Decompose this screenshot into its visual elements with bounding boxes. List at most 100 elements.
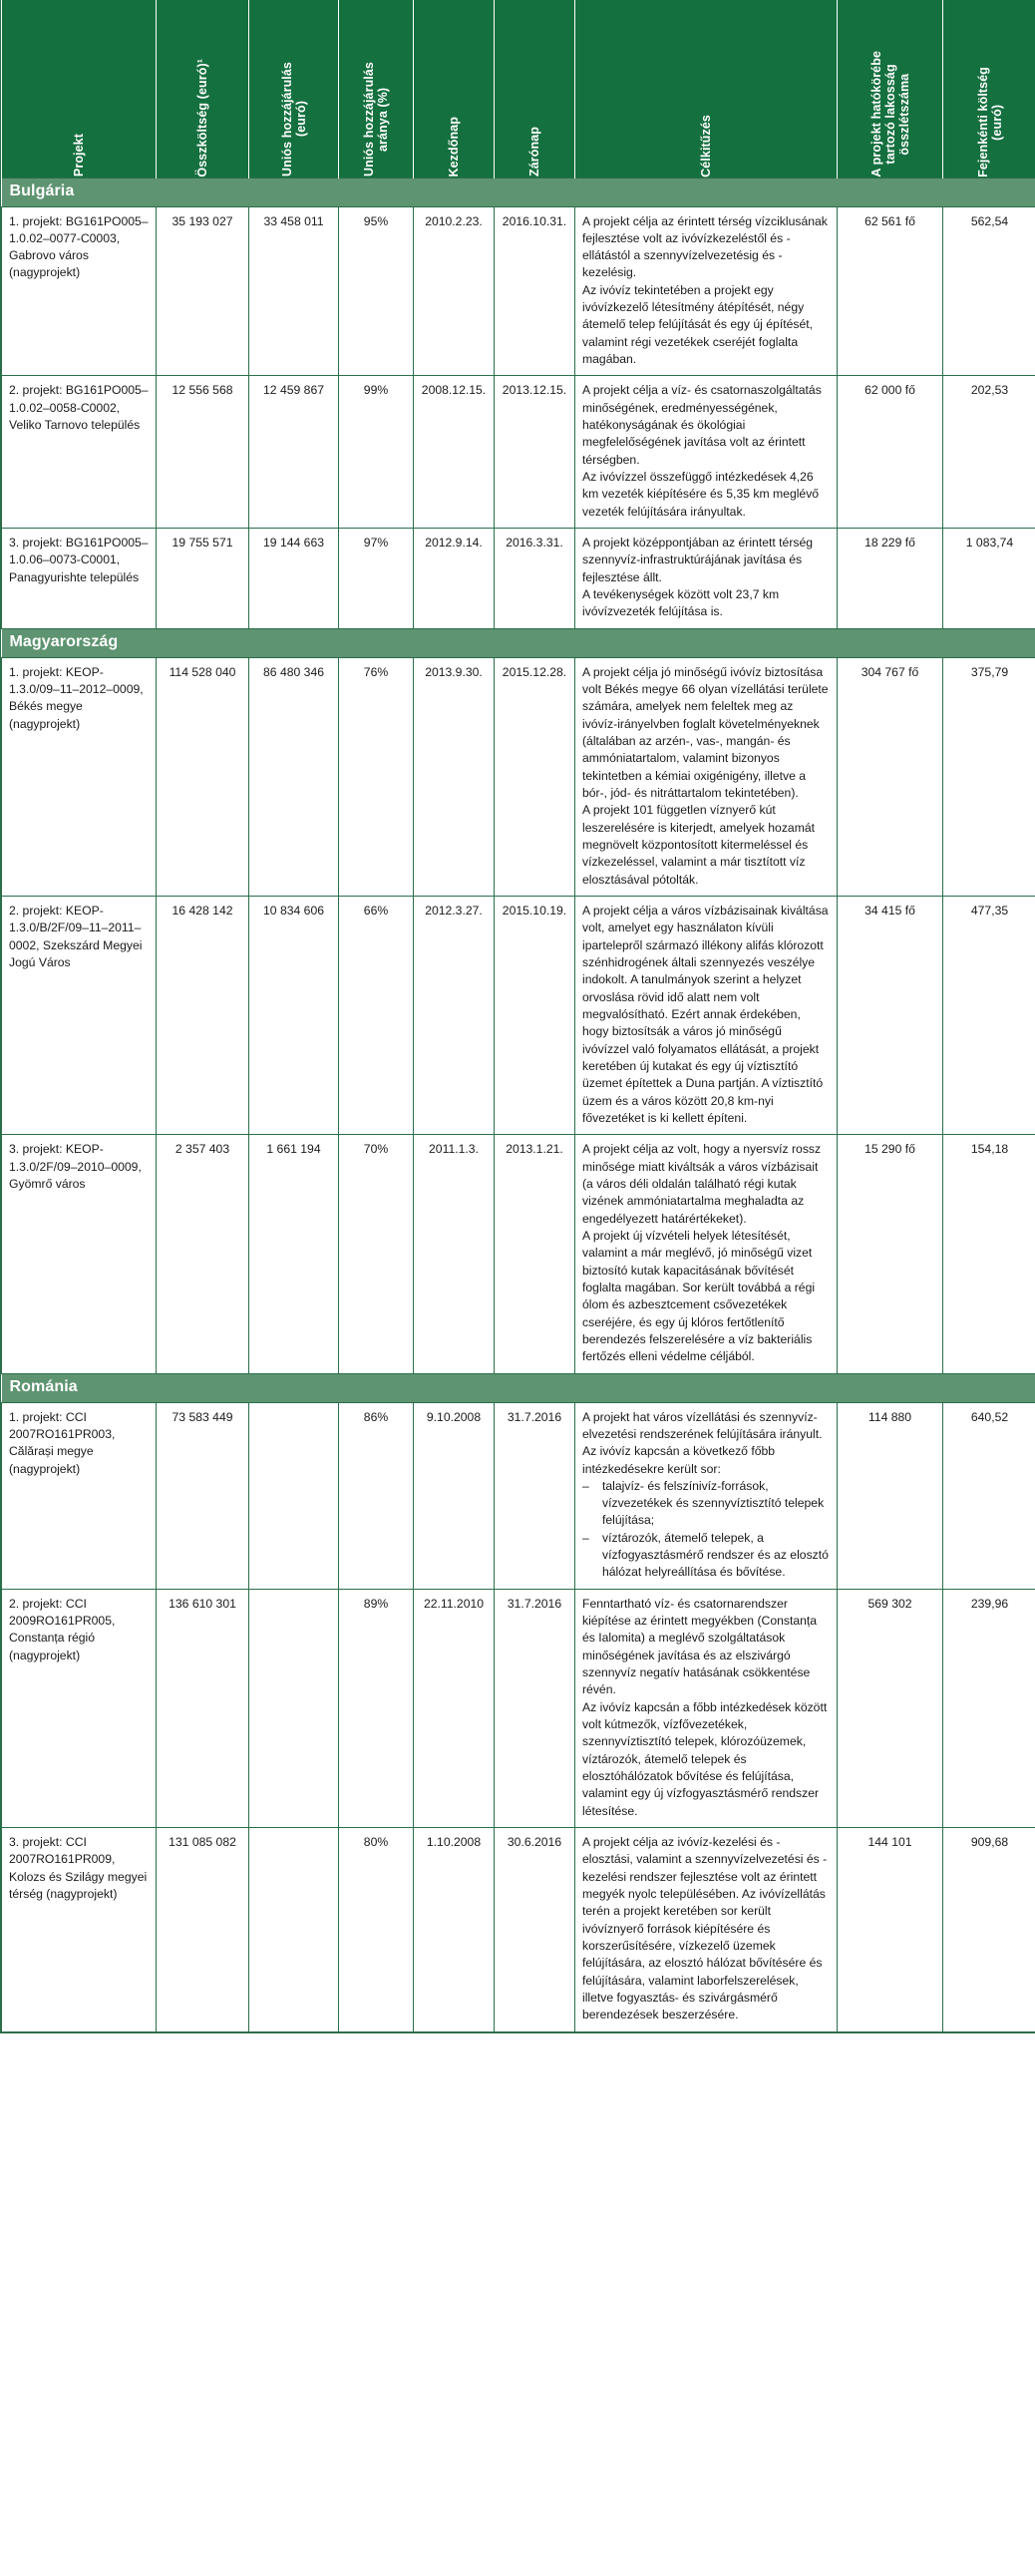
objective-text: A projekt célja a víz- és csatornaszolgá…: [582, 383, 822, 519]
list-item: – talajvíz- és felszínivíz-források, vízv…: [582, 1478, 830, 1530]
list-item-text: talajvíz- és felszínivíz-források, vízve…: [602, 1478, 825, 1528]
cell-eu_contrib: 86 480 346: [248, 656, 339, 897]
table-row: 2. projekt: BG161PO005–1.0.02–0058-C0002…: [1, 375, 1035, 530]
cell-eu_rate: 66%: [338, 895, 414, 1136]
objective-text: A projekt középpontjában az érintett tér…: [582, 536, 814, 619]
cell-eu_contrib: 19 144 663: [248, 528, 339, 629]
objective-text: A projekt célja az volt, hogy a nyersvíz…: [582, 1142, 822, 1364]
column-header-eu_contrib: Uniós hozzájárulás (euró): [248, 0, 339, 178]
cell-per_capita: 477,35: [942, 895, 1035, 1136]
cell-population: 62 000 fő: [837, 375, 943, 530]
cell-objective: A projekt középpontjában az érintett tér…: [574, 528, 838, 629]
table-header-row: Projekt Összköltség (euró)¹ Uniós hozzájár…: [1, 0, 1035, 178]
objective-text: A projekt célja az érintett térség vízci…: [582, 213, 828, 367]
column-header-label: Összköltség (euró)¹: [195, 58, 209, 178]
cell-total_cost: 2 357 403: [156, 1134, 249, 1374]
cell-per_capita: 640,52: [942, 1401, 1035, 1590]
list-item: – víztározók, átemelő telepek, a vízfogya…: [582, 1530, 830, 1582]
column-header-label: Zárónap: [527, 127, 541, 178]
cell-objective: A projekt célja jó minőségű ivóvíz bizto…: [574, 656, 838, 897]
column-header-start: Kezdőnap: [413, 0, 495, 178]
column-header-objective: Célkitűzés: [574, 0, 838, 178]
cell-end: 2015.12.28.: [494, 656, 575, 897]
cell-objective: A projekt célja az volt, hogy a nyersvíz…: [574, 1134, 838, 1374]
cell-start: 22.11.2010: [413, 1588, 495, 1829]
cell-eu_rate: 76%: [338, 656, 414, 897]
cell-eu_rate: 80%: [338, 1827, 414, 2032]
column-header-total_cost: Összköltség (euró)¹: [156, 0, 249, 178]
cell-eu_rate: 97%: [338, 528, 414, 629]
country-label: Magyarország: [1, 627, 1035, 658]
column-header-label: Célkitűzés: [699, 114, 713, 178]
projects-table: Projekt Összköltség (euró)¹ Uniós hozzájár…: [1, 0, 1035, 2032]
cell-per_capita: 202,53: [942, 375, 1035, 530]
cell-eu_rate: 99%: [338, 375, 414, 530]
cell-start: 2012.9.14.: [413, 528, 495, 629]
cell-eu_contrib: 10 834 606: [248, 895, 339, 1136]
cell-total_cost: 19 755 571: [156, 528, 249, 629]
cell-end: 31.7.2016: [494, 1588, 575, 1829]
cell-project: 3. projekt: CCI 2007RO161PR009, Kolozs é…: [1, 1827, 157, 2032]
country-label: Románia: [1, 1372, 1035, 1403]
cell-population: 15 290 fő: [837, 1134, 943, 1374]
table-row: 1. projekt: KEOP-1.3.0/09–11–2012–0009, …: [1, 656, 1035, 897]
cell-eu_contrib: [248, 1401, 339, 1590]
cell-eu_rate: 89%: [338, 1588, 414, 1829]
table-row: 3. projekt: CCI 2007RO161PR009, Kolozs é…: [1, 1827, 1035, 2032]
cell-per_capita: 154,18: [942, 1134, 1035, 1374]
cell-start: 1.10.2008: [413, 1827, 495, 2032]
country-section-row: Románia: [1, 1372, 1035, 1403]
table-body: Bulgária 1. projekt: BG161PO005–1.0.02–00…: [1, 177, 1035, 2032]
cell-project: 1. projekt: BG161PO005–1.0.02–0077-C0003…: [1, 205, 157, 377]
cell-per_capita: 239,96: [942, 1588, 1035, 1829]
cell-per_capita: 562,54: [942, 205, 1035, 377]
cell-total_cost: 35 193 027: [156, 205, 249, 377]
cell-population: 144 101: [837, 1827, 943, 2032]
cell-total_cost: 73 583 449: [156, 1401, 249, 1590]
cell-population: 114 880: [837, 1401, 943, 1590]
cell-total_cost: 16 428 142: [156, 895, 249, 1136]
objective-text: Fenntartható víz- és csatornarendszer ki…: [582, 1596, 828, 1818]
cell-per_capita: 909,68: [942, 1827, 1035, 2032]
column-header-eu_rate: Uniós hozzájárulás aránya (%): [338, 0, 414, 178]
country-section-row: Magyarország: [1, 627, 1035, 658]
column-header-label: Projekt: [71, 134, 86, 178]
cell-project: 3. projekt: BG161PO005–1.0.06–0073-C0001…: [1, 528, 157, 629]
cell-start: 2012.3.27.: [413, 895, 495, 1136]
cell-end: 2013.1.21.: [494, 1134, 575, 1374]
cell-eu_contrib: 33 458 011: [248, 205, 339, 377]
dash-bullet-icon: –: [582, 1530, 589, 1545]
cell-start: 9.10.2008: [413, 1401, 495, 1590]
cell-end: 31.7.2016: [494, 1401, 575, 1590]
cell-population: 18 229 fő: [837, 528, 943, 629]
cell-total_cost: 131 085 082: [156, 1827, 249, 2032]
country-section-row: Bulgária: [1, 177, 1035, 207]
cell-end: 2013.12.15.: [494, 375, 575, 530]
column-header-label: Uniós hozzájárulás (euró): [279, 62, 308, 178]
cell-eu_contrib: [248, 1588, 339, 1829]
cell-end: 30.6.2016: [494, 1827, 575, 2032]
column-header-label: Kezdőnap: [447, 116, 461, 178]
cell-eu_rate: 70%: [338, 1134, 414, 1374]
table-row: 1. projekt: CCI 2007RO161PR003, Călărași…: [1, 1401, 1035, 1590]
objective-list: – talajvíz- és felszínivíz-források, vízv…: [582, 1478, 830, 1582]
cell-eu_contrib: 1 661 194: [248, 1134, 339, 1374]
cell-total_cost: 136 610 301: [156, 1588, 249, 1829]
cell-objective: Fenntartható víz- és csatornarendszer ki…: [574, 1588, 838, 1829]
cell-end: 2015.10.19.: [494, 895, 575, 1136]
list-item-text: víztározók, átemelő telepek, a vízfogyas…: [602, 1530, 829, 1580]
objective-text: A projekt célja jó minőségű ivóvíz bizto…: [582, 664, 829, 887]
cell-project: 3. projekt: KEOP-1.3.0/2F/09–2010–0009, …: [1, 1134, 157, 1374]
cell-eu_rate: 95%: [338, 205, 414, 377]
projects-table-container: Projekt Összköltség (euró)¹ Uniós hozzájár…: [0, 0, 1035, 2033]
objective-text: A projekt célja a város vízbázisainak ki…: [582, 903, 829, 1125]
cell-objective: A projekt célja a város vízbázisainak ki…: [574, 895, 838, 1136]
dash-bullet-icon: –: [582, 1478, 589, 1493]
objective-text: A projekt hat város vízellátási és szenn…: [582, 1409, 823, 1476]
cell-eu_rate: 86%: [338, 1401, 414, 1590]
table-row: 2. projekt: KEOP-1.3.0/B/2F/09–11–2011–0…: [1, 895, 1035, 1136]
cell-objective: A projekt célja a víz- és csatornaszolgá…: [574, 375, 838, 530]
cell-objective: A projekt célja az érintett térség vízci…: [574, 205, 838, 377]
cell-objective: A projekt hat város vízellátási és szenn…: [574, 1401, 838, 1590]
cell-project: 1. projekt: KEOP-1.3.0/09–11–2012–0009, …: [1, 656, 157, 897]
